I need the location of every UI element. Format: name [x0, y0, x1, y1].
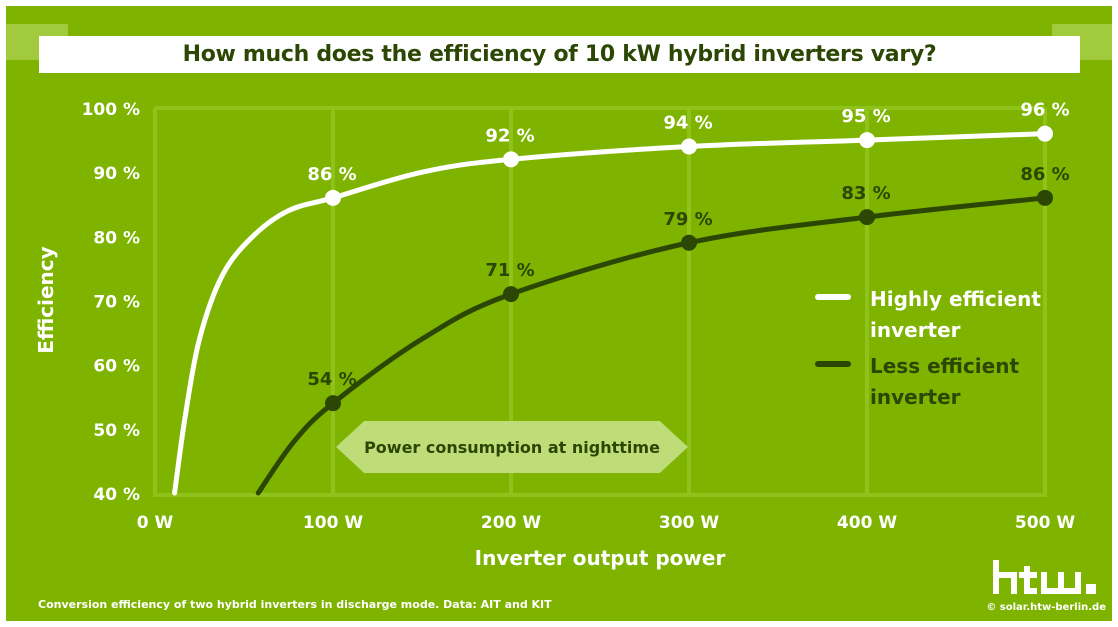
- data-point: [1037, 125, 1053, 142]
- y-axis-title: Efficiency: [34, 246, 58, 353]
- chart-title: How much does the efficiency of 10 kW hy…: [182, 42, 937, 67]
- x-axis-title: Inverter output power: [475, 546, 726, 570]
- legend-label-high: Highly efficient inverter: [870, 284, 1041, 346]
- data-point: [325, 395, 341, 412]
- x-tick-label: 300 W: [659, 513, 719, 533]
- data-point: [503, 286, 519, 303]
- legend-label-line1: Less efficient: [870, 354, 1020, 378]
- y-tick-label: 50 %: [93, 421, 140, 441]
- data-label: 83 %: [841, 183, 890, 204]
- data-label: 94 %: [663, 113, 712, 134]
- x-tick-label: 500 W: [1015, 513, 1075, 533]
- annotation-text: Power consumption at nighttime: [364, 437, 660, 457]
- data-label: 95 %: [841, 106, 890, 127]
- caption: Conversion efficiency of two hybrid inve…: [38, 598, 552, 611]
- credit: © solar.htw-berlin.de: [986, 602, 1106, 613]
- data-label: 54 %: [307, 369, 356, 390]
- x-tick-label: 400 W: [837, 513, 897, 533]
- title-banner: How much does the efficiency of 10 kW hy…: [39, 36, 1080, 73]
- legend-label-line1: Highly efficient: [870, 287, 1041, 311]
- annotation-arrow: Power consumption at nighttime: [336, 421, 688, 473]
- y-tick-label: 70 %: [93, 293, 140, 313]
- data-point: [503, 151, 519, 168]
- data-point: [859, 132, 875, 149]
- data-label: 86 %: [307, 164, 356, 185]
- legend-label-line2: inverter: [870, 318, 961, 342]
- data-point: [325, 189, 341, 206]
- x-tick-label: 100 W: [303, 513, 363, 533]
- legend-label-line2: inverter: [870, 385, 961, 409]
- data-label: 86 %: [1020, 164, 1069, 185]
- data-label: 92 %: [485, 125, 534, 146]
- data-point: [681, 234, 697, 251]
- y-tick-label: 80 %: [93, 228, 140, 248]
- legend-label-low: Less efficient inverter: [870, 351, 1019, 413]
- data-point: [859, 209, 875, 226]
- data-label: 79 %: [663, 209, 712, 230]
- y-tick-label: 40 %: [93, 485, 140, 505]
- y-tick-label: 100 %: [82, 100, 140, 120]
- data-point: [1037, 189, 1053, 206]
- x-tick-label: 0 W: [137, 513, 174, 533]
- data-label: 96 %: [1020, 100, 1069, 121]
- data-point: [681, 138, 697, 155]
- series-line-0: [172, 131, 1048, 496]
- y-tick-label: 90 %: [93, 164, 140, 184]
- y-tick-label: 60 %: [93, 357, 140, 377]
- x-tick-label: 200 W: [481, 513, 541, 533]
- data-label: 71 %: [485, 260, 534, 281]
